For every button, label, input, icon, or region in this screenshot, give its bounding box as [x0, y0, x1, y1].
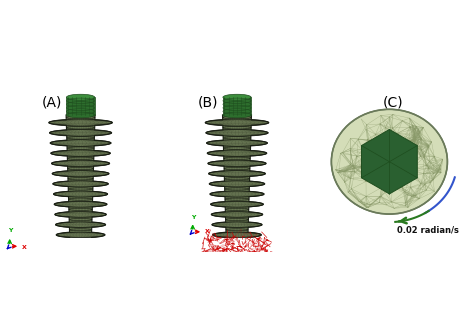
Ellipse shape — [66, 112, 95, 118]
Text: (B): (B) — [198, 96, 218, 110]
Text: (C): (C) — [383, 96, 404, 110]
Text: X: X — [205, 228, 210, 234]
Polygon shape — [66, 97, 95, 115]
Polygon shape — [205, 115, 269, 238]
Polygon shape — [49, 115, 112, 238]
Text: (A): (A) — [41, 96, 62, 110]
Polygon shape — [223, 97, 251, 115]
Ellipse shape — [223, 94, 251, 100]
Polygon shape — [362, 129, 417, 194]
Ellipse shape — [331, 109, 447, 214]
Ellipse shape — [223, 112, 251, 118]
Text: Y: Y — [8, 228, 12, 234]
Text: 0.02 radian/s: 0.02 radian/s — [397, 226, 459, 235]
Text: Y: Y — [191, 215, 196, 220]
Ellipse shape — [66, 94, 95, 100]
Text: X: X — [22, 245, 27, 250]
